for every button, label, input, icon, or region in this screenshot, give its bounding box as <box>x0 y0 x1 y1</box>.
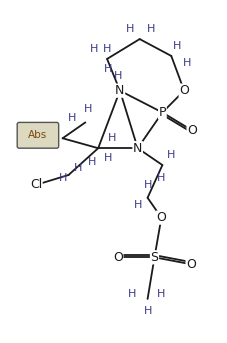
Text: H: H <box>114 71 122 81</box>
Text: H: H <box>58 173 67 183</box>
Text: H: H <box>104 153 112 163</box>
Text: O: O <box>187 124 197 137</box>
Text: H: H <box>74 163 83 173</box>
Text: Cl: Cl <box>30 178 42 191</box>
Text: H: H <box>84 104 92 114</box>
Text: H: H <box>167 150 175 160</box>
Text: H: H <box>173 41 181 51</box>
Text: O: O <box>186 258 196 271</box>
Text: H: H <box>143 180 152 190</box>
Text: N: N <box>133 142 142 155</box>
Text: H: H <box>90 44 99 54</box>
Text: H: H <box>183 58 191 68</box>
Text: H: H <box>103 44 111 54</box>
Text: O: O <box>156 211 166 224</box>
Text: H: H <box>147 24 156 34</box>
Text: H: H <box>108 133 116 143</box>
Text: N: N <box>115 84 125 97</box>
Text: H: H <box>128 289 136 299</box>
Text: Abs: Abs <box>28 130 48 140</box>
Text: H: H <box>126 24 134 34</box>
Text: P: P <box>159 106 166 119</box>
Text: O: O <box>113 251 123 264</box>
Text: S: S <box>151 251 158 264</box>
Text: H: H <box>133 200 142 210</box>
Text: H: H <box>143 306 152 316</box>
Text: H: H <box>157 289 165 299</box>
Text: H: H <box>157 173 165 183</box>
Text: H: H <box>104 64 112 74</box>
FancyBboxPatch shape <box>17 122 59 148</box>
Text: O: O <box>179 84 189 97</box>
Text: H: H <box>68 114 77 123</box>
Text: H: H <box>88 157 96 167</box>
